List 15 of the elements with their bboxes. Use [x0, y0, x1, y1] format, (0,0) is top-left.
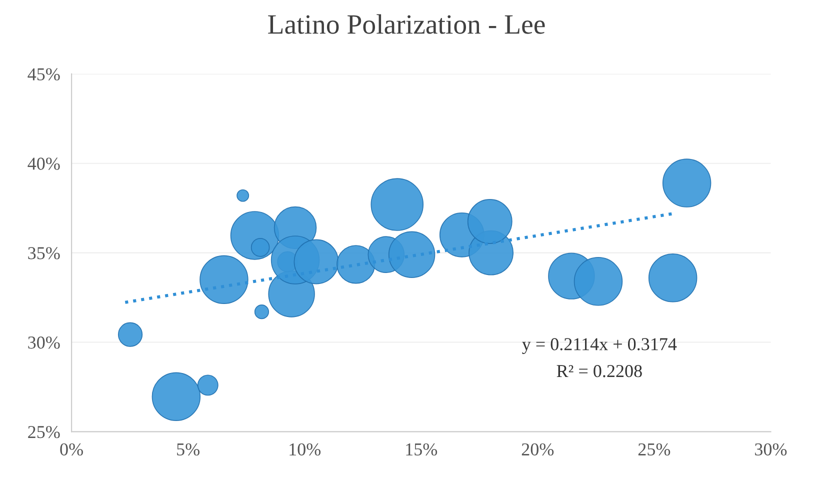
annotation: y = 0.2114x + 0.3174	[522, 338, 677, 354]
x-tick-label: 20%	[522, 443, 554, 456]
x-tick-label: 5%	[177, 443, 200, 456]
x-tick-label: 15%	[406, 443, 438, 456]
y-tick-label: 30%	[28, 336, 60, 349]
y-tick-label: 45%	[28, 68, 60, 80]
y-tick-label: 25%	[28, 426, 60, 438]
y-tick-label: 40%	[28, 158, 60, 170]
x-tick-label: 25%	[638, 443, 670, 456]
annotation: R² = 0.2208	[556, 364, 642, 378]
x-tick-label: 0%	[60, 443, 83, 456]
y-tick-label: 35%	[28, 247, 60, 260]
chart-title: Latino Polarization - Lee	[268, 14, 545, 34]
x-tick-label: 30%	[755, 443, 787, 456]
x-tick-label: 10%	[290, 443, 321, 456]
